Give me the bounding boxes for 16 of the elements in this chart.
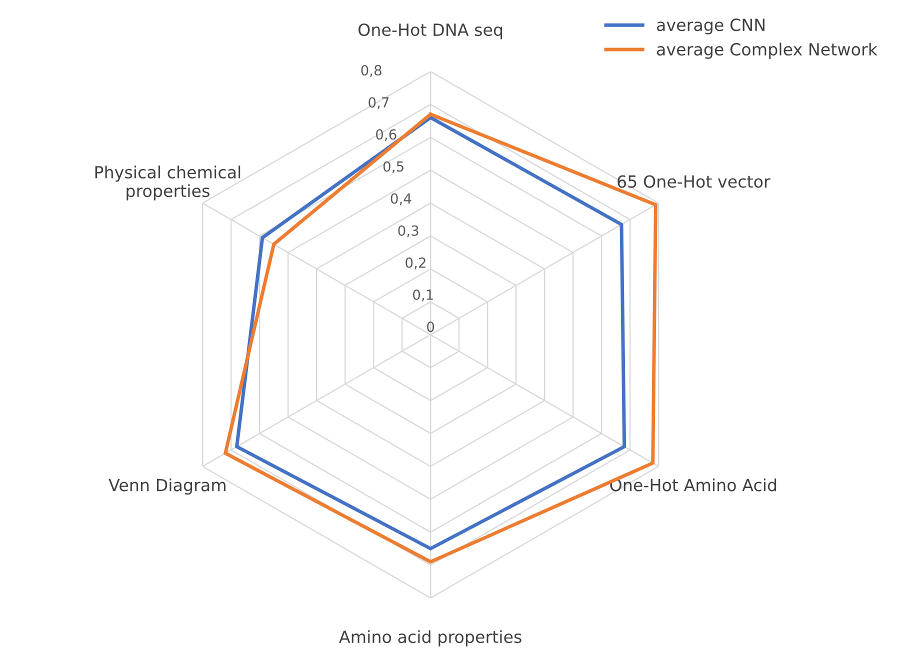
y-tick-label: 0,7 [368, 97, 389, 110]
legend-label: average CNN [656, 18, 764, 34]
y-tick-label: 0,1 [413, 289, 433, 302]
legend-label: average Complex Network [656, 42, 878, 59]
spoke-label: 65 One-Hot vector [618, 175, 770, 188]
y-tick-label: 0,5 [383, 161, 404, 174]
y-tick-label: 0,3 [398, 225, 418, 238]
y-tick-label: 0,6 [376, 129, 396, 142]
y-tick-label: 0,2 [406, 257, 426, 270]
spoke-label: Amino acid properties [339, 630, 522, 646]
y-tick-label: 0,8 [361, 65, 382, 77]
y-tick-label: 0,4 [390, 193, 412, 206]
spoke-label: Physical chemical properties [95, 166, 240, 200]
y-tick-label: 0 [427, 322, 434, 332]
spoke-label: Venn Diagram [108, 478, 226, 495]
spoke-label: One-Hot DNA seq [358, 23, 502, 40]
